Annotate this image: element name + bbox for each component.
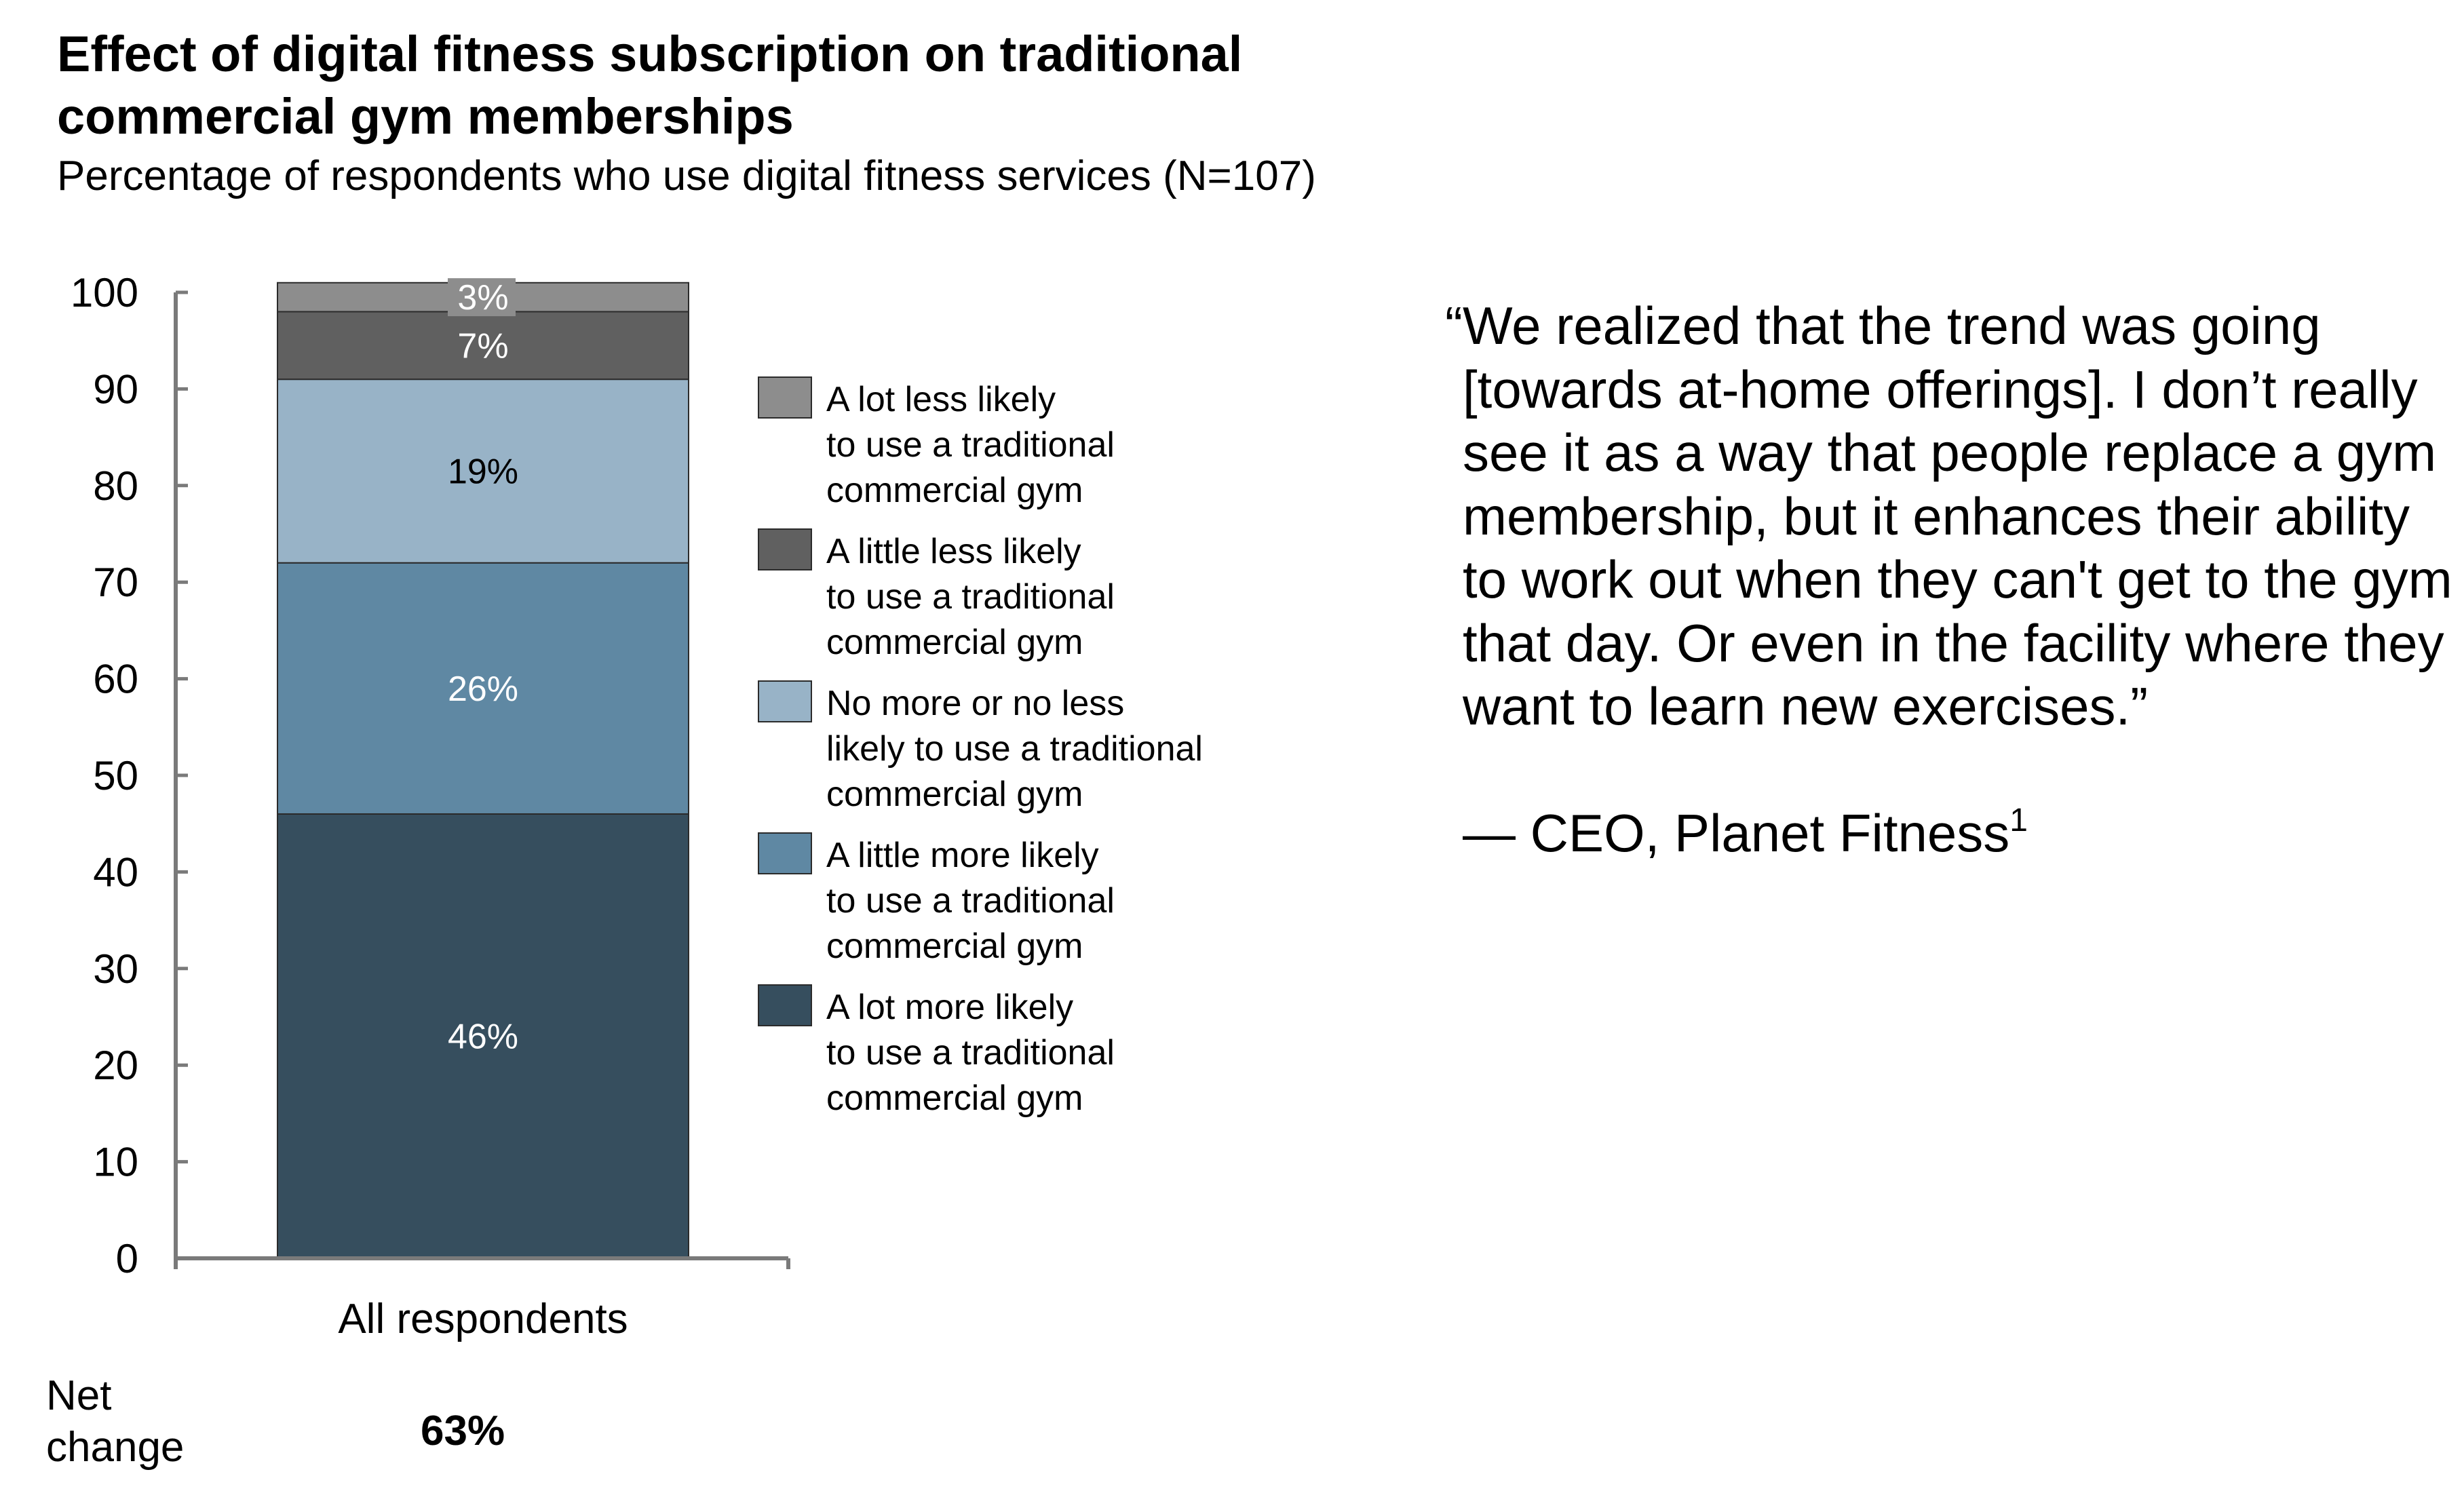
quote-line: want to learn new exercises.” xyxy=(1463,676,2149,736)
quote-attribution: — CEO, Planet Fitness1 xyxy=(1463,802,2028,866)
bar-segment-label: 3% xyxy=(457,278,508,317)
chart-title-line-1: Effect of digital fitness subscription o… xyxy=(57,26,1243,82)
chart-legend: A lot less likely to use a traditional com… xyxy=(758,376,1203,1118)
net-change-label-line-2: change xyxy=(46,1424,185,1471)
bar-segment-label: 7% xyxy=(457,326,508,366)
legend-label: A little less likely to use a traditional… xyxy=(826,532,1115,662)
legend-label: A lot less likely to use a traditional com… xyxy=(826,380,1115,510)
bar-segment xyxy=(277,311,689,381)
chart-title-line-2: commercial gym memberships xyxy=(57,88,794,144)
bar-segment xyxy=(277,562,689,815)
legend-swatch xyxy=(758,984,812,1026)
legend-label-line: commercial gym xyxy=(826,927,1083,966)
y-tick-label: 10 xyxy=(93,1140,138,1185)
legend-label-line: to use a traditional xyxy=(826,425,1115,465)
legend-label-line: A little less likely xyxy=(826,532,1081,571)
quote-line: see it as a way that people replace a gy… xyxy=(1463,423,2437,482)
quote-line: “We realized that the trend was going xyxy=(1445,296,2321,355)
legend-label-line: to use a traditional xyxy=(826,577,1115,617)
legend-label-line: commercial gym xyxy=(826,471,1083,510)
bar-segment-label: 19% xyxy=(448,452,518,491)
legend-label-line: likely to use a traditional xyxy=(826,729,1203,769)
legend-label: A little more likely to use a traditional… xyxy=(826,836,1115,966)
y-tick-label: 70 xyxy=(93,560,138,605)
legend-swatch xyxy=(758,680,812,722)
legend-label-line: A lot more likely xyxy=(826,988,1073,1027)
legend-label-line: to use a traditional xyxy=(826,1033,1115,1072)
legend-label: No more or no less likely to use a tradit… xyxy=(826,684,1203,814)
net-change-value: 63% xyxy=(421,1408,505,1454)
bar-segment xyxy=(277,379,689,564)
legend-label-line: to use a traditional xyxy=(826,881,1115,921)
legend-label-line: No more or no less xyxy=(826,684,1124,723)
bar-label-background xyxy=(448,278,516,317)
y-tick-label: 90 xyxy=(93,366,138,412)
quote-line: [towards at-home offerings]. I don’t rea… xyxy=(1463,359,2418,419)
legend-label-line: commercial gym xyxy=(826,775,1083,814)
x-category-label: All respondents xyxy=(338,1296,628,1342)
bar-segments: 46% 26% 19% 7% 3% xyxy=(277,278,689,1259)
quote-line: membership, but it enhances their abilit… xyxy=(1463,486,2410,546)
chart-subtitle: Percentage of respondents who use digita… xyxy=(57,153,1316,199)
bar-segment-label: 46% xyxy=(448,1017,518,1056)
legend-swatch xyxy=(758,376,812,419)
legend-label-line: commercial gym xyxy=(826,1079,1083,1118)
legend-label-line: A little more likely xyxy=(826,836,1099,875)
legend-label-line: commercial gym xyxy=(826,623,1083,662)
y-tick-label: 80 xyxy=(93,463,138,509)
footnote-marker: 1 xyxy=(2009,802,2028,838)
legend-label: A lot more likely to use a traditional com… xyxy=(826,988,1115,1118)
legend-label-line: A lot less likely xyxy=(826,380,1056,419)
legend-swatch xyxy=(758,832,812,874)
y-tick-label: 30 xyxy=(93,946,138,992)
y-tick-label: 0 xyxy=(116,1236,138,1281)
legend-swatch xyxy=(758,528,812,570)
ceo-quote: “We realized that the trend was going [t… xyxy=(1445,294,2463,739)
quote-attribution-text: — CEO, Planet Fitness xyxy=(1463,803,2010,863)
bar-segment xyxy=(277,813,689,1259)
y-tick-label: 100 xyxy=(71,270,138,315)
y-tick-label: 20 xyxy=(93,1043,138,1088)
chart-axes: 0 10 20 30 40 50 60 70 80 90 100 All respondents xyxy=(71,270,790,1342)
bar-segment-label: 26% xyxy=(448,670,518,709)
y-tick-label: 40 xyxy=(93,849,138,895)
net-change-label-line-1: Net xyxy=(46,1372,112,1419)
net-change-label: Net change xyxy=(46,1370,250,1473)
quote-line: that day. Or even in the facility where … xyxy=(1463,613,2444,673)
quote-line: to work out when they can't get to the g… xyxy=(1463,549,2452,609)
chart-title: Effect of digital fitness subscription o… xyxy=(57,23,1414,148)
y-tick-label: 50 xyxy=(93,753,138,798)
y-tick-label: 60 xyxy=(93,657,138,702)
